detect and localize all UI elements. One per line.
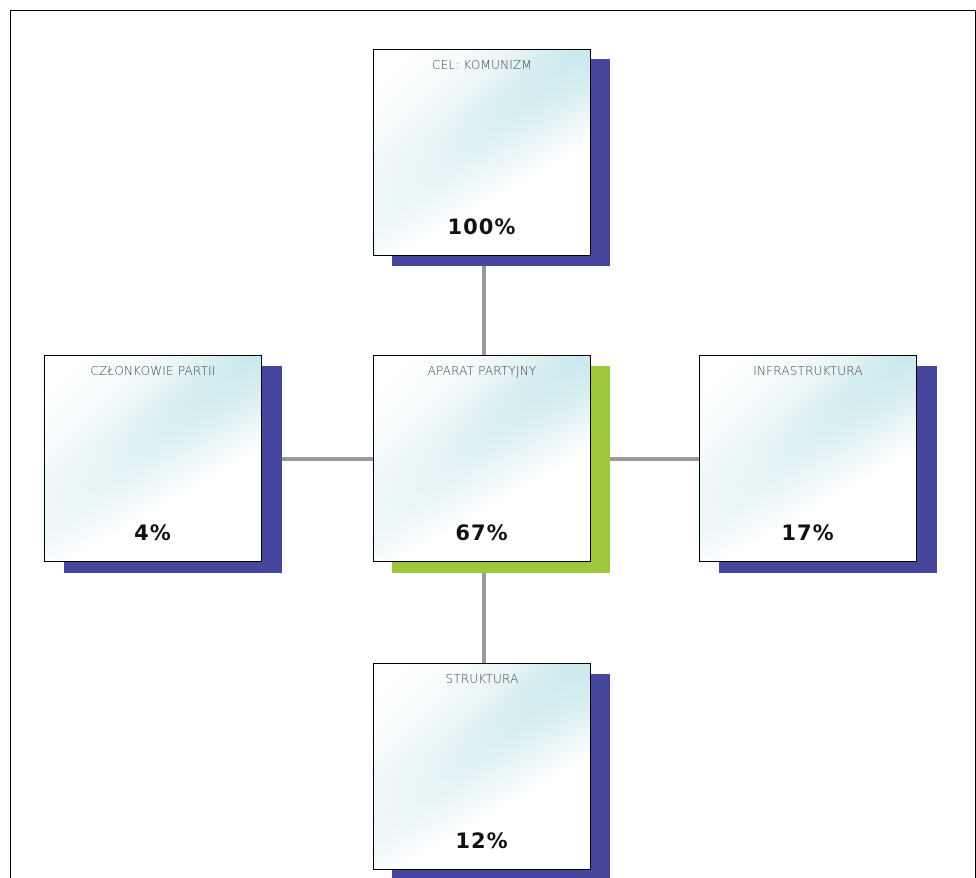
node-right-title: INFRASTRUKTURA <box>753 364 863 378</box>
node-top-value: 100% <box>447 215 517 239</box>
node-left-title: CZŁONKOWIE PARTII <box>90 364 216 378</box>
node-center-value: 67% <box>455 521 509 545</box>
node-center-title: APARAT PARTYJNY <box>427 364 537 378</box>
connector-center-right <box>601 457 701 461</box>
node-left: CZŁONKOWIE PARTII 4% <box>44 355 262 562</box>
connector-top-center <box>482 261 486 361</box>
connector-left-center <box>281 457 381 461</box>
node-bottom-value: 12% <box>455 829 509 853</box>
node-bottom-title: STRUKTURA <box>445 672 519 686</box>
node-center: APARAT PARTYJNY 67% <box>373 355 591 562</box>
diagram-frame: CEL: KOMUNIZM 100% CZŁONKOWIE PARTII 4% … <box>10 10 976 878</box>
connector-center-bottom <box>482 568 486 668</box>
node-left-value: 4% <box>134 521 172 545</box>
node-top: CEL: KOMUNIZM 100% <box>373 49 591 256</box>
node-top-title: CEL: KOMUNIZM <box>432 58 532 72</box>
node-right-value: 17% <box>781 521 835 545</box>
node-right: INFRASTRUKTURA 17% <box>699 355 917 562</box>
node-bottom: STRUKTURA 12% <box>373 663 591 870</box>
